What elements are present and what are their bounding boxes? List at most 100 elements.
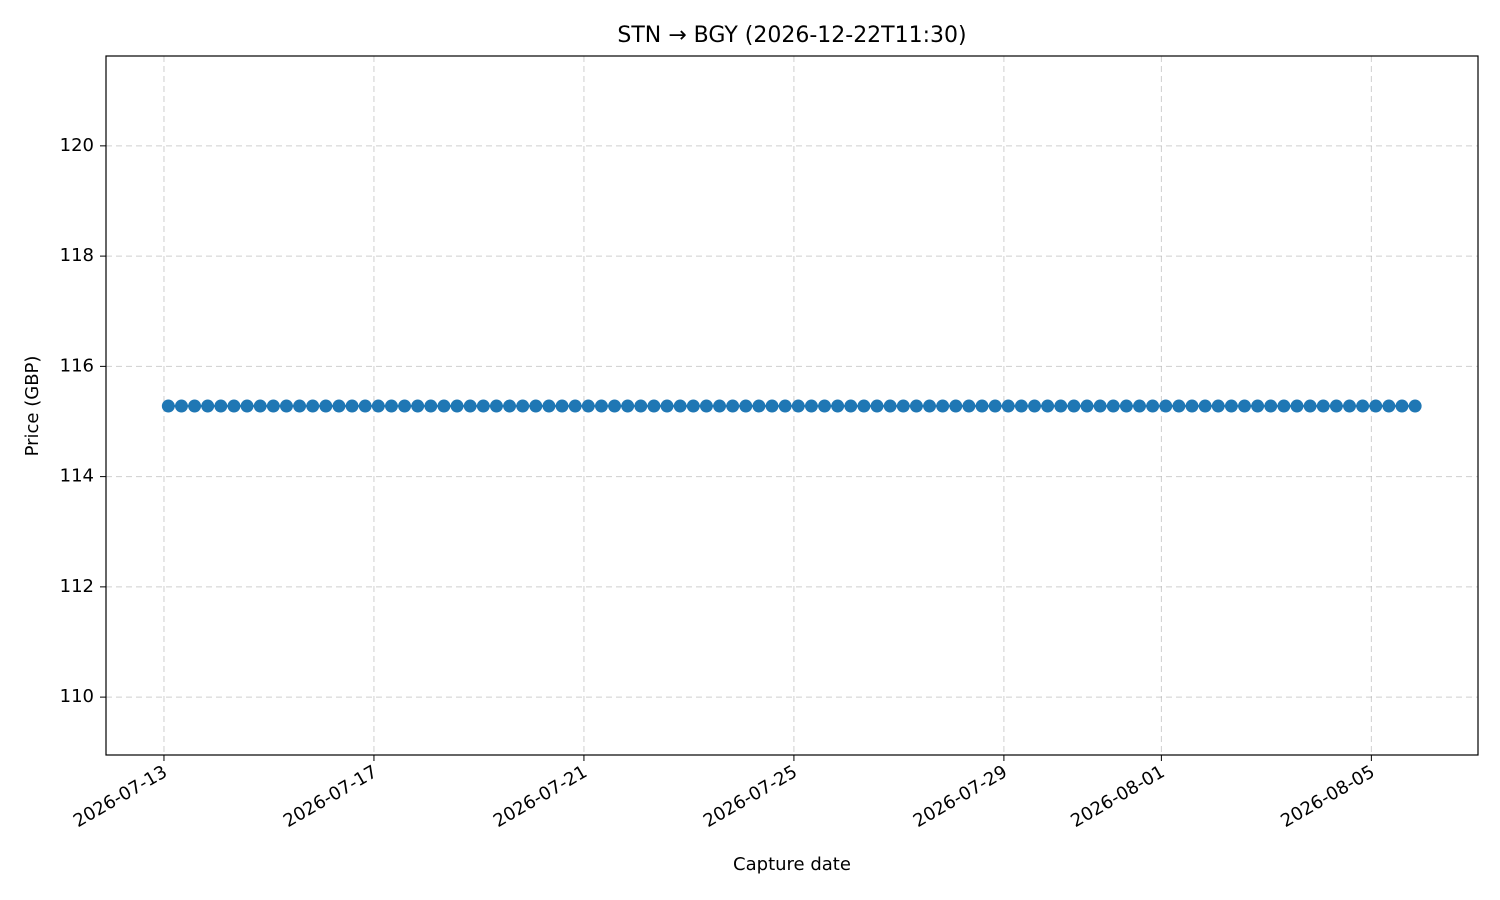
data-point [621, 399, 635, 413]
data-point [1146, 399, 1160, 413]
data-point [437, 399, 451, 413]
data-point [608, 399, 622, 413]
data-point [424, 399, 438, 413]
x-tick-label: 2026-08-05 [1277, 761, 1378, 831]
data-point [962, 399, 976, 413]
data-point [529, 399, 543, 413]
data-point [306, 399, 320, 413]
data-point [1264, 399, 1278, 413]
data-point [1329, 399, 1343, 413]
data-point [1172, 399, 1186, 413]
data-point [883, 399, 897, 413]
data-point [1014, 399, 1028, 413]
data-point [266, 399, 280, 413]
data-point [568, 399, 582, 413]
data-point [214, 399, 228, 413]
data-point [1001, 399, 1015, 413]
data-point [516, 399, 530, 413]
chart-title: STN → BGY (2026-12-22T11:30) [617, 23, 966, 48]
data-point [542, 399, 556, 413]
data-point [1316, 399, 1330, 413]
data-point [713, 399, 727, 413]
data-point [398, 399, 412, 413]
data-point [1106, 399, 1120, 413]
data-point [1251, 399, 1265, 413]
data-point [463, 399, 477, 413]
data-point [673, 399, 687, 413]
data-point [1198, 399, 1212, 413]
x-tick-label: 2026-07-25 [700, 761, 801, 831]
data-point [345, 399, 359, 413]
data-point [201, 399, 215, 413]
data-point [332, 399, 346, 413]
data-point [227, 399, 241, 413]
data-point [804, 399, 818, 413]
data-point [1028, 399, 1042, 413]
data-point [279, 399, 293, 413]
data-point [739, 399, 753, 413]
data-point [1408, 399, 1422, 413]
data-point [909, 399, 923, 413]
data-point [503, 399, 517, 413]
data-point [1067, 399, 1081, 413]
data-point [1159, 399, 1173, 413]
data-point [818, 399, 832, 413]
data-point [450, 399, 464, 413]
data-point [726, 399, 740, 413]
y-tick-label: 116 [60, 355, 94, 376]
y-tick-label: 120 [60, 135, 94, 156]
data-point [293, 399, 307, 413]
plot-frame [105, 55, 1479, 756]
data-point [1356, 399, 1370, 413]
data-point [660, 399, 674, 413]
data-point [988, 399, 1002, 413]
data-point [686, 399, 700, 413]
y-axis-label: Price (GBP) [22, 356, 43, 457]
data-point [844, 399, 858, 413]
y-tick-label: 114 [60, 466, 94, 487]
data-point [358, 399, 372, 413]
x-axis-label: Capture date [733, 854, 851, 875]
data-point [1342, 399, 1356, 413]
data-point [174, 399, 188, 413]
x-tick-label: 2026-07-29 [910, 761, 1011, 831]
x-tick-label: 2026-07-13 [70, 761, 171, 831]
y-tick-label: 112 [60, 576, 94, 597]
data-point [594, 399, 608, 413]
data-point [699, 399, 713, 413]
data-point [765, 399, 779, 413]
data-point [476, 399, 490, 413]
data-point [896, 399, 910, 413]
data-point [1119, 399, 1133, 413]
data-point [870, 399, 884, 413]
data-point [778, 399, 792, 413]
data-point [647, 399, 661, 413]
data-point [188, 399, 202, 413]
data-point [1224, 399, 1238, 413]
data-point [791, 399, 805, 413]
data-point [319, 399, 333, 413]
data-point [752, 399, 766, 413]
data-point [831, 399, 845, 413]
data-point [1185, 399, 1199, 413]
data-point [923, 399, 937, 413]
data-point [411, 399, 425, 413]
data-point [240, 399, 254, 413]
data-point [1093, 399, 1107, 413]
data-point [936, 399, 950, 413]
data-point [1303, 399, 1317, 413]
data-point [1277, 399, 1291, 413]
data-point [949, 399, 963, 413]
data-point [1290, 399, 1304, 413]
data-point [253, 399, 267, 413]
data-point [1395, 399, 1409, 413]
data-point [1080, 399, 1094, 413]
x-tick-label: 2026-07-17 [280, 761, 381, 831]
data-point [1369, 399, 1383, 413]
data-point [1041, 399, 1055, 413]
data-point [555, 399, 569, 413]
data-point [975, 399, 989, 413]
data-point [1238, 399, 1252, 413]
data-point [384, 399, 398, 413]
data-point [634, 399, 648, 413]
